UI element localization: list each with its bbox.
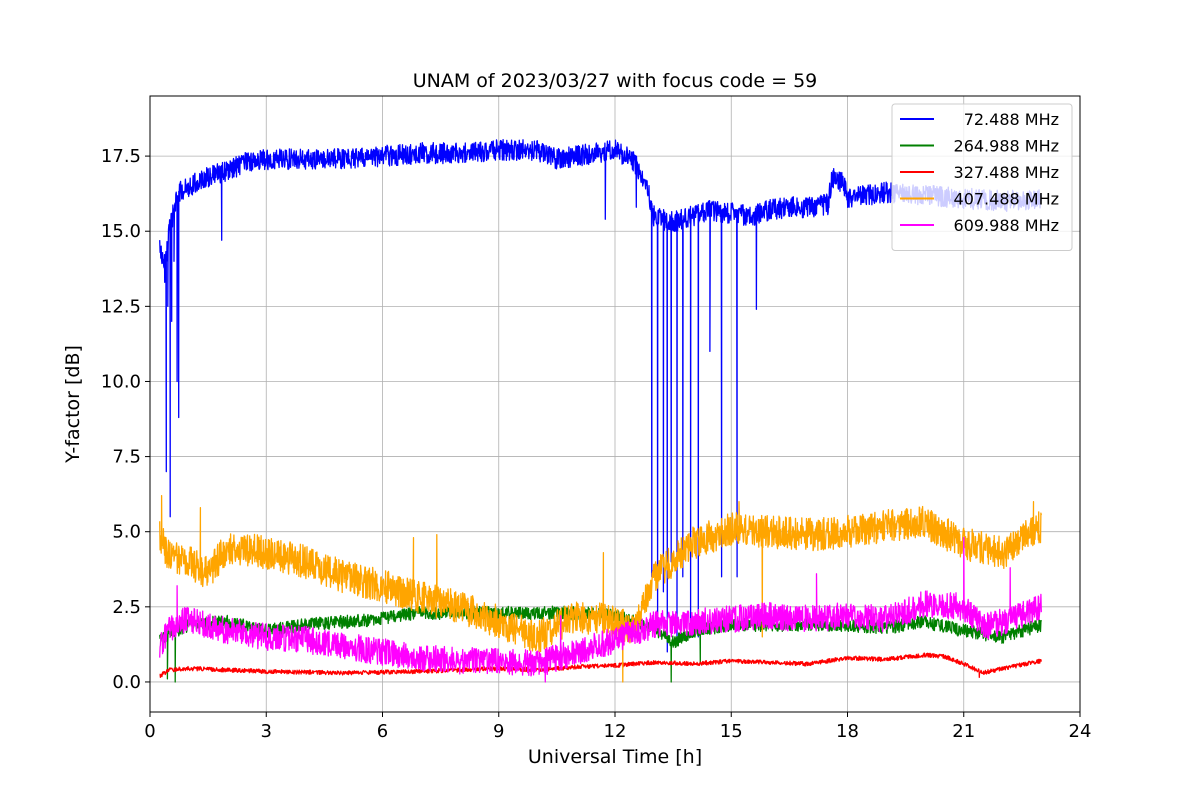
series-line	[159, 494, 1042, 683]
legend: 72.488 MHz 264.988 MHz 327.488 MHz 407.488 …	[891, 103, 1073, 251]
x-tick-label: 18	[836, 721, 859, 742]
legend-entry-label: 72.488 MHz	[964, 110, 1059, 129]
x-axis-label: Universal Time [h]	[528, 746, 702, 768]
x-tick-label: 12	[604, 721, 627, 742]
y-tick-label: 5.0	[112, 522, 141, 543]
x-tick-label: 15	[720, 721, 743, 742]
x-tick-label: 3	[261, 721, 272, 742]
legend-entry-label: 609.988 MHz	[954, 216, 1059, 235]
chart-title: UNAM of 2023/03/27 with focus code = 59	[413, 70, 818, 92]
x-tick-label: 9	[493, 721, 504, 742]
legend-entry-label: 407.488 MHz	[954, 190, 1059, 209]
legend-box	[891, 103, 1073, 251]
axis-ticks: 0 3 6 9 12 15 18 21 24 0.0 2.5 5.0 7.5 10.0 12.5 15.0 17…	[101, 146, 1092, 742]
series-lines	[159, 138, 1042, 683]
x-tick-label: 6	[377, 721, 388, 742]
y-tick-label: 12.5	[101, 296, 141, 317]
legend-entry-label: 327.488 MHz	[954, 163, 1059, 182]
y-tick-label: 0.0	[112, 672, 141, 693]
x-tick-label: 24	[1069, 721, 1092, 742]
y-tick-label: 10.0	[101, 371, 141, 392]
y-tick-label: 2.5	[112, 597, 141, 618]
y-axis-label: Y-factor [dB]	[62, 345, 84, 464]
legend-entry-label: 264.988 MHz	[954, 137, 1059, 156]
series-line	[159, 537, 1042, 683]
y-tick-label: 17.5	[101, 146, 141, 167]
y-tick-label: 7.5	[112, 447, 141, 468]
y-tick-label: 15.0	[101, 221, 141, 242]
x-tick-label: 0	[144, 721, 155, 742]
x-tick-label: 21	[952, 721, 975, 742]
series-line	[159, 652, 1042, 679]
